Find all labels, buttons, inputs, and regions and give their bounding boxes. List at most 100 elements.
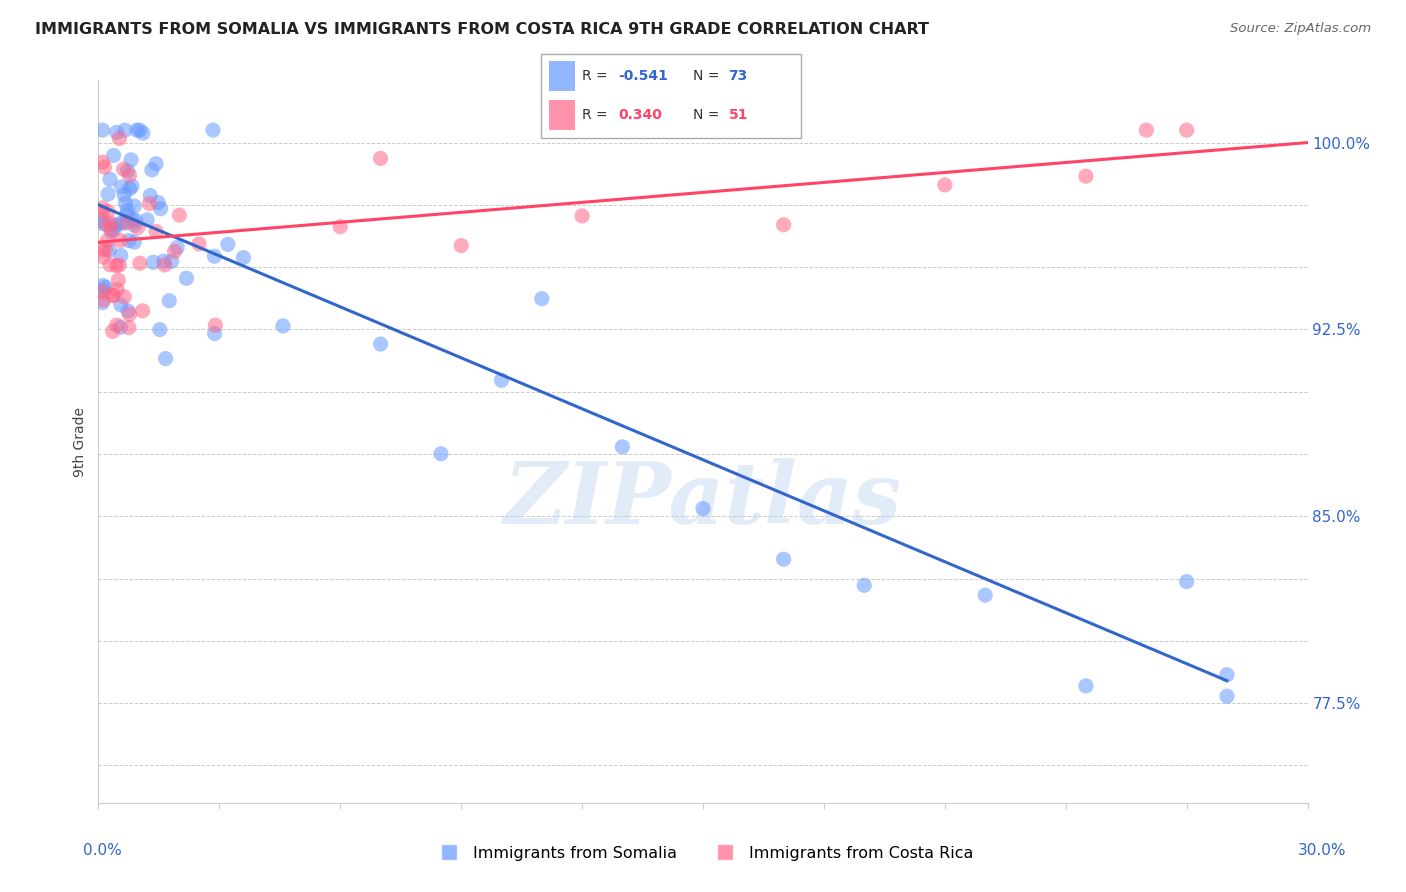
Point [430,447,453,461]
Text: ZIPatlas: ZIPatlas [503,458,903,541]
Point [91,217,114,231]
Point [91,243,114,257]
Point [112,216,135,230]
Point [96,234,118,248]
Point [491,373,513,387]
Point [530,292,553,306]
Point [105,125,128,139]
Point [201,123,224,137]
Point [100,224,122,238]
Point [91,278,114,293]
Point [91,155,114,169]
Point [204,249,226,263]
Point [1175,574,1198,589]
Point [125,213,148,227]
Point [117,304,139,318]
Point [101,288,124,302]
Point [91,214,114,228]
Point [100,222,122,236]
Point [118,169,141,183]
Point [117,203,139,218]
Point [103,222,125,236]
Text: IMMIGRANTS FROM SOMALIA VS IMMIGRANTS FROM COSTA RICA 9TH GRADE CORRELATION CHAR: IMMIGRANTS FROM SOMALIA VS IMMIGRANTS FR… [35,22,929,37]
Point [91,283,114,297]
Point [94,280,117,294]
Text: -0.541: -0.541 [619,69,668,83]
Point [105,259,128,273]
Point [772,218,794,232]
Point [93,160,115,174]
Point [110,180,132,194]
Point [129,256,152,270]
Text: Source: ZipAtlas.com: Source: ZipAtlas.com [1230,22,1371,36]
Point [131,303,153,318]
Text: 51: 51 [728,108,748,122]
Point [115,208,138,222]
Point [124,218,146,232]
Point [105,283,128,297]
Point [204,318,226,333]
Point [98,244,121,258]
Point [127,220,149,235]
Point [692,123,714,137]
Point [149,202,172,216]
Point [118,320,141,334]
Point [118,307,141,321]
Point [112,290,135,304]
Legend: Immigrants from Somalia, Immigrants from Costa Rica: Immigrants from Somalia, Immigrants from… [426,839,980,867]
Point [117,164,139,178]
Point [204,326,226,341]
Point [128,123,150,137]
Point [98,172,121,186]
Point [149,323,172,337]
Point [145,224,167,238]
Point [160,254,183,268]
Point [105,318,128,332]
Point [155,351,177,366]
Point [110,248,132,262]
Point [91,250,114,264]
Point [101,288,124,302]
Point [188,236,211,251]
Point [974,588,997,602]
Point [176,271,198,285]
Point [169,208,191,222]
Point [101,324,124,338]
Point [104,218,127,232]
Point [217,237,239,252]
Point [118,234,141,248]
Point [153,258,176,272]
Point [1175,123,1198,137]
Point [110,234,132,248]
Point [97,204,120,219]
Y-axis label: 9th Grade: 9th Grade [73,407,87,476]
Point [112,187,135,202]
Point [98,258,121,272]
Point [122,199,145,213]
Point [91,293,114,307]
FancyBboxPatch shape [541,54,801,138]
Point [166,240,188,254]
Point [121,179,143,194]
Point [97,187,120,202]
Point [152,254,174,268]
Text: R =: R = [582,108,607,122]
Point [271,318,294,333]
Point [91,204,114,219]
Point [94,243,117,257]
Point [142,255,165,269]
Point [772,552,794,566]
Point [110,320,132,334]
Text: N =: N = [693,108,720,122]
Point [114,196,136,211]
FancyBboxPatch shape [550,62,575,91]
Point [110,298,132,312]
Point [450,238,472,252]
Point [112,162,135,177]
Point [370,337,392,351]
Point [232,251,254,265]
Text: 30.0%: 30.0% [1298,843,1346,858]
Point [1074,679,1097,693]
Text: R =: R = [582,69,607,83]
Point [1074,169,1097,184]
